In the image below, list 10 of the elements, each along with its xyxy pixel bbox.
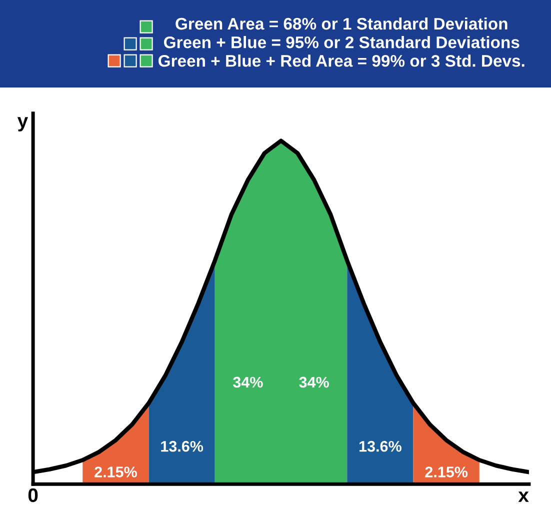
chart-title: Green Area = 68% or 1 Standard Deviation Green + Blue = 95% or 2 Standard Deviations Green + Blue + Red Area = 99% or 3 Std. Devs.	[158, 17, 524, 67]
series-label: 34%	[299, 376, 329, 388]
text: 0	[28, 488, 38, 502]
y-axis-title: y	[17, 117, 28, 132]
series-label: 2.15%	[94, 466, 137, 478]
series-label: 34%	[233, 376, 263, 388]
series-label: 13.6%	[359, 440, 402, 452]
series-label: 2.15%	[425, 466, 468, 478]
x-axis-title: x	[518, 492, 529, 502]
series-label: 13.6%	[161, 440, 204, 452]
